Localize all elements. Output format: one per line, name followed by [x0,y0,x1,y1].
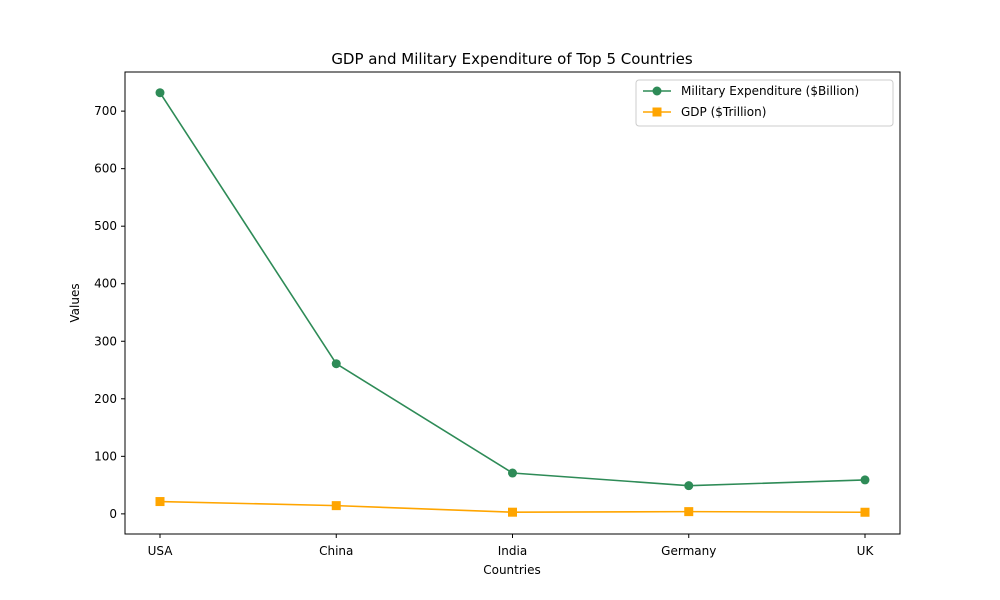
legend: Military Expenditure ($Billion) GDP ($Tri… [635,79,894,127]
data-point [684,507,694,517]
data-point [860,475,870,485]
x-axis: USA China India Germany UK [148,534,875,558]
data-point [331,501,341,511]
legend-marker [652,107,662,117]
data-point [331,359,341,369]
data-point [508,507,517,517]
legend-label: GDP ($Trillion) [681,105,766,119]
data-point [155,88,165,98]
x-tick-label: USA [148,544,174,558]
legend-marker [652,86,662,96]
y-tick-label: 300 [94,334,117,348]
chart-title: GDP and Military Expenditure of Top 5 Co… [331,50,693,68]
x-tick-label: Germany [661,544,716,558]
series-layer [155,88,870,517]
series-2 [155,497,870,517]
x-tick-label: India [498,544,527,558]
y-tick-label: 500 [94,219,117,233]
legend-box [635,79,894,127]
y-tick-label: 600 [94,162,117,176]
y-tick-label: 200 [94,392,117,406]
y-tick-label: 100 [94,449,117,463]
legend-label: Military Expenditure ($Billion) [681,84,859,98]
series-1 [155,88,870,491]
legend-item: Military Expenditure ($Billion) [643,84,859,98]
data-point [684,481,694,491]
y-axis-label: Values [68,283,82,322]
data-point [860,507,870,517]
y-axis: 0 100 200 300 400 500 600 700 [94,104,125,521]
y-tick-label: 0 [109,507,117,521]
y-tick-label: 400 [94,277,117,291]
x-tick-label: China [319,544,353,558]
x-axis-label: Countries [483,563,541,577]
x-tick-label: UK [857,544,875,558]
data-point [155,497,165,507]
y-tick-label: 700 [94,104,117,118]
legend-item: GDP ($Trillion) [643,105,766,119]
data-point [508,468,517,478]
